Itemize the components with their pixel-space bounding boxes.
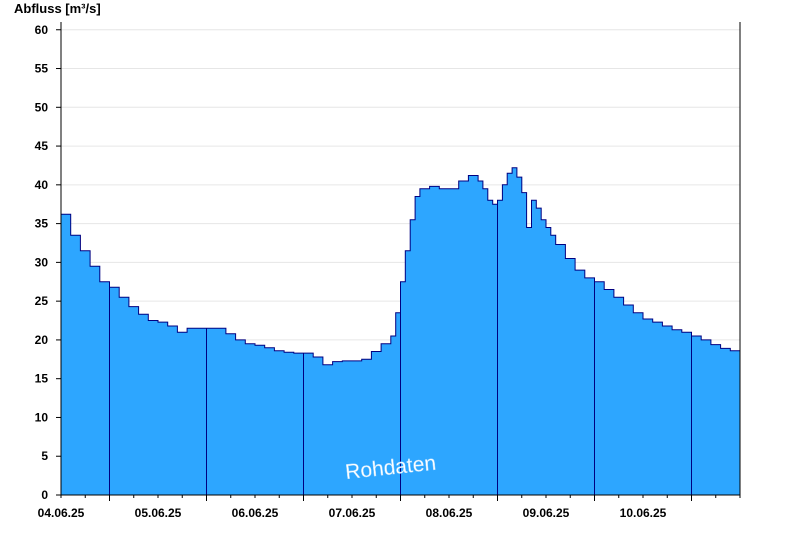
y-tick-label: 10 — [35, 410, 49, 424]
y-tick-label: 45 — [35, 139, 49, 153]
y-ticks: 0 5 10 15 20 25 30 35 40 45 50 55 60 — [35, 23, 61, 502]
x-tick-label: 04.06.25 — [38, 506, 85, 520]
y-tick-label: 60 — [35, 23, 49, 37]
x-tick-label: 08.06.25 — [426, 506, 473, 520]
y-tick-label: 40 — [35, 178, 49, 192]
x-tick-label: 07.06.25 — [329, 506, 376, 520]
y-tick-label: 30 — [35, 255, 49, 269]
y-tick-label: 15 — [35, 372, 49, 386]
x-ticks: 04.06.25 05.06.25 06.06.25 07.06.25 08.06.25… — [38, 495, 741, 520]
y-tick-label: 0 — [41, 488, 48, 502]
x-tick-label: 10.06.25 — [620, 506, 667, 520]
discharge-line — [61, 167, 741, 366]
y-tick-label: 50 — [35, 100, 49, 114]
y-tick-label: 5 — [41, 449, 48, 463]
x-tick-label: 05.06.25 — [135, 506, 182, 520]
y-tick-label: 25 — [35, 294, 49, 308]
day-boundaries — [109, 200, 692, 495]
x-tick-label: 09.06.25 — [523, 506, 570, 520]
y-tick-label: 35 — [35, 217, 49, 231]
x-tick-label: 06.06.25 — [232, 506, 279, 520]
y-tick-label: 55 — [35, 62, 49, 76]
y-tick-label: 20 — [35, 333, 49, 347]
y-axis-label: Abfluss [m³/s] — [14, 1, 101, 16]
